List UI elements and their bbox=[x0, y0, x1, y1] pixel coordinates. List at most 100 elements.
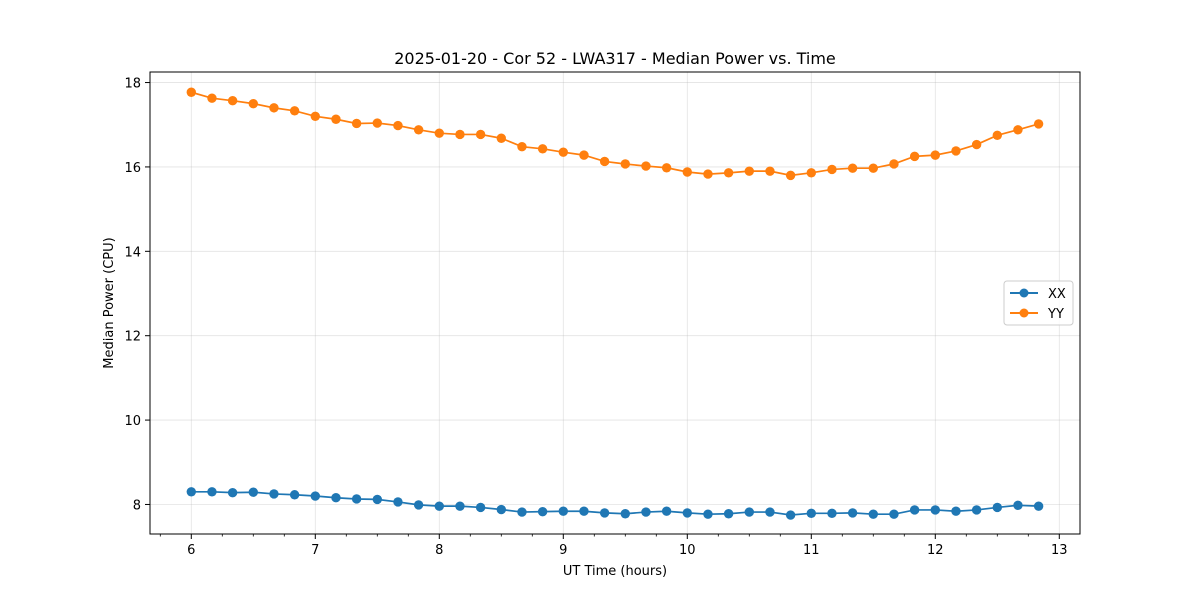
data-point-yy bbox=[909, 151, 920, 162]
data-point-yy bbox=[1033, 119, 1044, 129]
x-axis-label: UT Time (hours) bbox=[563, 564, 667, 579]
data-point-yy bbox=[269, 103, 279, 113]
y-tick-label: 12 bbox=[124, 330, 141, 345]
data-point-yy bbox=[434, 128, 444, 138]
data-point-yy bbox=[310, 111, 320, 122]
data-point-yy bbox=[517, 141, 527, 152]
data-point-xx bbox=[289, 490, 300, 500]
data-point-xx bbox=[682, 508, 692, 518]
data-point-yy bbox=[971, 139, 982, 150]
ticks: 6 7 8 9 10 11 12 13 8 10 12 14 16 18 bbox=[124, 77, 1067, 558]
data-point-xx bbox=[475, 502, 486, 513]
data-point-xx bbox=[641, 507, 651, 517]
data-point-yy bbox=[413, 125, 424, 135]
data-point-yy bbox=[289, 106, 300, 116]
data-point-xx bbox=[889, 509, 899, 519]
data-point-yy bbox=[455, 129, 465, 140]
x-tick-label: 10 bbox=[679, 543, 696, 558]
data-point-xx bbox=[868, 509, 878, 519]
data-point-yy bbox=[620, 159, 630, 169]
data-point-yy bbox=[475, 129, 486, 140]
x-tick-label: 6 bbox=[187, 543, 195, 558]
data-point-xx bbox=[620, 509, 630, 519]
data-point-yy bbox=[703, 169, 713, 179]
data-point-yy bbox=[351, 118, 362, 129]
data-point-yy bbox=[537, 144, 548, 154]
data-point-xx bbox=[310, 491, 320, 501]
data-point-xx bbox=[971, 505, 982, 515]
series-layer bbox=[186, 87, 1044, 520]
data-point-xx bbox=[372, 494, 382, 505]
data-point-xx bbox=[827, 508, 837, 519]
legend-marker-xx bbox=[1019, 288, 1029, 298]
x-tick-label: 8 bbox=[435, 543, 443, 558]
data-point-xx bbox=[930, 505, 940, 515]
data-point-xx bbox=[269, 489, 279, 499]
data-point-yy bbox=[186, 87, 196, 97]
data-point-xx bbox=[1013, 500, 1023, 511]
data-point-yy bbox=[785, 170, 796, 181]
data-point-yy bbox=[868, 163, 878, 173]
y-tick-label: 16 bbox=[124, 161, 141, 176]
data-point-yy bbox=[393, 120, 403, 131]
data-point-yy bbox=[951, 146, 961, 156]
data-point-xx bbox=[909, 505, 920, 515]
data-point-xx bbox=[599, 508, 610, 518]
data-point-xx bbox=[537, 506, 548, 517]
data-point-xx bbox=[723, 509, 734, 519]
data-point-yy bbox=[847, 163, 858, 173]
y-tick-label: 14 bbox=[124, 245, 141, 260]
data-point-xx bbox=[579, 506, 589, 516]
data-point-yy bbox=[930, 150, 940, 160]
data-point-yy bbox=[496, 133, 506, 143]
data-point-xx bbox=[847, 508, 858, 518]
data-point-yy bbox=[558, 147, 568, 157]
data-point-xx bbox=[951, 506, 961, 516]
y-axis-label: Median Power (CPU) bbox=[102, 237, 117, 368]
x-tick-label: 9 bbox=[559, 543, 567, 558]
data-point-yy bbox=[723, 168, 734, 178]
data-point-xx bbox=[785, 510, 796, 520]
data-point-yy bbox=[744, 166, 754, 176]
axes-frame bbox=[149, 71, 1081, 535]
data-point-xx bbox=[351, 494, 362, 504]
data-point-yy bbox=[372, 118, 382, 128]
legend-label-yy: YY bbox=[1047, 307, 1064, 322]
data-point-yy bbox=[806, 168, 816, 178]
x-tick-label: 7 bbox=[311, 543, 319, 558]
data-point-xx bbox=[434, 501, 444, 511]
data-point-xx bbox=[393, 497, 403, 507]
y-tick-label: 10 bbox=[124, 414, 141, 429]
data-point-xx bbox=[765, 507, 775, 517]
data-point-xx bbox=[703, 509, 713, 519]
data-point-yy bbox=[599, 156, 610, 167]
data-point-xx bbox=[248, 487, 258, 497]
data-point-yy bbox=[992, 130, 1002, 140]
legend: XX YY bbox=[1003, 280, 1074, 326]
data-point-xx bbox=[413, 500, 424, 510]
legend-marker-yy bbox=[1019, 308, 1029, 318]
data-point-yy bbox=[1013, 125, 1023, 135]
data-point-xx bbox=[744, 507, 754, 517]
x-tick-label: 12 bbox=[927, 543, 944, 558]
data-point-yy bbox=[248, 98, 258, 109]
data-point-yy bbox=[765, 166, 775, 176]
y-tick-label: 18 bbox=[124, 77, 141, 92]
data-point-xx bbox=[558, 506, 568, 516]
data-point-yy bbox=[579, 150, 589, 160]
data-point-xx bbox=[496, 504, 506, 515]
data-point-yy bbox=[889, 159, 899, 169]
data-point-xx bbox=[806, 508, 816, 519]
data-point-xx bbox=[1033, 501, 1044, 511]
data-point-xx bbox=[517, 507, 527, 517]
data-point-yy bbox=[207, 93, 217, 103]
y-tick-label: 8 bbox=[133, 498, 141, 513]
data-point-yy bbox=[682, 167, 692, 177]
x-tick-label: 11 bbox=[803, 543, 820, 558]
data-point-xx bbox=[992, 502, 1002, 513]
grid bbox=[150, 72, 1080, 534]
data-point-yy bbox=[227, 95, 238, 106]
x-tick-label: 13 bbox=[1051, 543, 1068, 558]
data-point-xx bbox=[207, 487, 217, 497]
